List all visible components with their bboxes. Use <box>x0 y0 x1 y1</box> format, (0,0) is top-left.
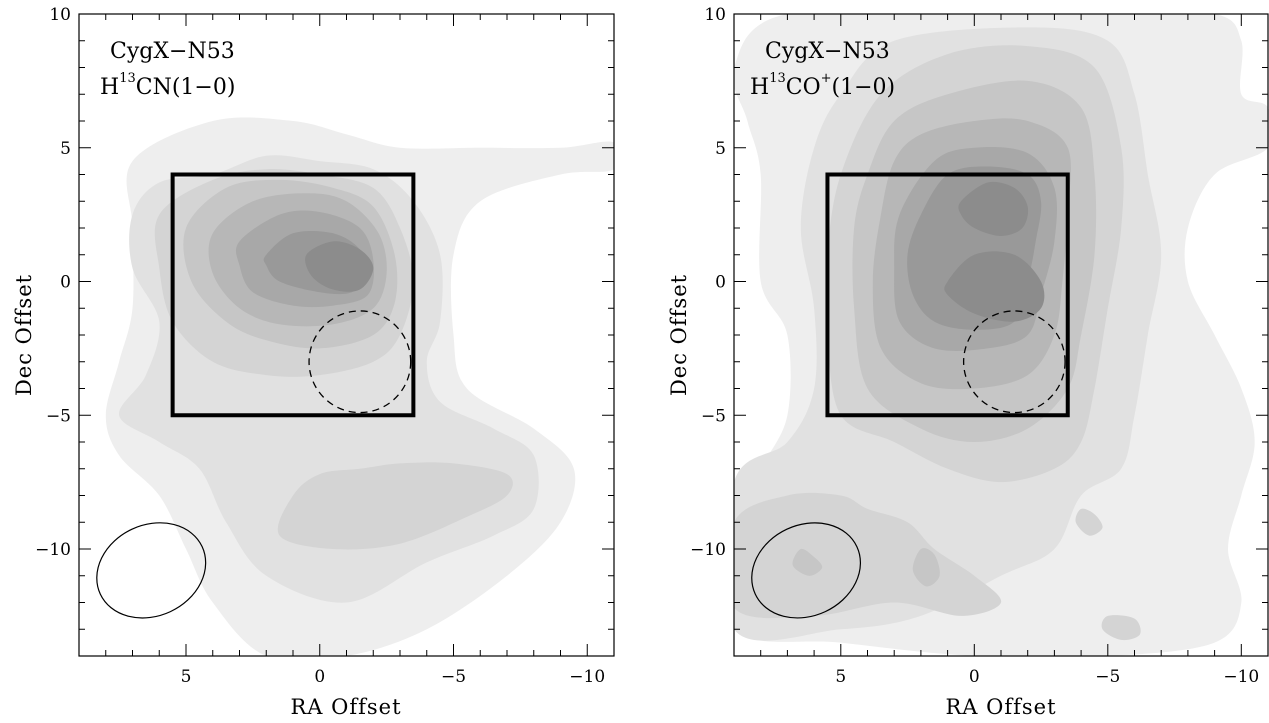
contour-level <box>305 241 374 292</box>
contour-level <box>958 181 1029 236</box>
y-tick-label: −5 <box>46 406 71 426</box>
line-label-pre: H <box>750 75 769 100</box>
contour-level <box>912 548 940 587</box>
contour-level <box>1101 615 1141 641</box>
y-tick-label: 10 <box>704 5 726 25</box>
y-tick-label: −5 <box>701 406 726 426</box>
line-label-post: CO <box>786 75 821 100</box>
map-box <box>170 172 416 418</box>
contour-level <box>944 251 1045 322</box>
dashed-circle <box>308 310 412 414</box>
y-axis-title: Dec Offset <box>12 274 36 396</box>
x-tick-label: 0 <box>969 667 980 687</box>
beam-ellipse <box>96 522 207 619</box>
y-axis-title: Dec Offset <box>667 274 691 396</box>
panel-h13co: 5 0 −5 −10 10 5 0 −5 −10 CygX−N53 H13CO+(1−0) RA… <box>667 5 1269 719</box>
x-tick-label: −10 <box>569 667 605 687</box>
contour-level <box>792 548 823 576</box>
dashed-circle <box>962 310 1066 414</box>
panel-title: CygX−N53 <box>765 39 890 64</box>
y-tick-label: −10 <box>690 540 726 560</box>
y-tick-label: 10 <box>49 5 71 25</box>
line-label: H13CO+(1−0) <box>750 71 895 100</box>
tick-layer: 5 0 −5 −10 10 5 0 −5 −10 <box>690 5 1269 687</box>
contour-level <box>277 462 513 550</box>
line-label-sup: 13 <box>119 71 136 86</box>
panel-h13cn: 5 0 −5 −10 10 5 0 −5 −10 CygX−N53 H13CN(1−0) RA … <box>12 5 615 719</box>
beam-ellipse <box>751 522 862 619</box>
line-label-post: CN(1−0) <box>136 75 236 100</box>
x-axis-title: RA Offset <box>290 695 401 719</box>
panel-title: CygX−N53 <box>110 39 235 64</box>
y-tick-label: 5 <box>715 139 726 159</box>
x-tick-label: −5 <box>1095 667 1120 687</box>
contour-layer <box>105 117 614 656</box>
contour-layer <box>734 14 1269 656</box>
overlay-layer <box>96 172 416 619</box>
tick-layer: 5 0 −5 −10 10 5 0 −5 −10 <box>35 5 615 687</box>
y-tick-label: 0 <box>60 273 71 293</box>
line-label-sup2: + <box>821 71 832 86</box>
line-label-sup: 13 <box>769 71 786 86</box>
x-axis-title: RA Offset <box>945 695 1056 719</box>
y-tick-label: 5 <box>60 139 71 159</box>
y-tick-label: 0 <box>715 273 726 293</box>
line-label-post2: (1−0) <box>832 75 896 100</box>
line-label-pre: H <box>100 75 119 100</box>
map-box <box>825 172 1070 418</box>
x-tick-label: 0 <box>314 667 325 687</box>
overlay-layer <box>751 172 1070 619</box>
x-tick-label: 5 <box>835 667 846 687</box>
x-tick-label: 5 <box>181 667 192 687</box>
x-tick-label: −10 <box>1223 667 1259 687</box>
y-tick-label: −10 <box>35 540 71 560</box>
contour-level <box>1075 508 1103 536</box>
x-tick-label: −5 <box>441 667 466 687</box>
line-label: H13CN(1−0) <box>100 71 235 100</box>
